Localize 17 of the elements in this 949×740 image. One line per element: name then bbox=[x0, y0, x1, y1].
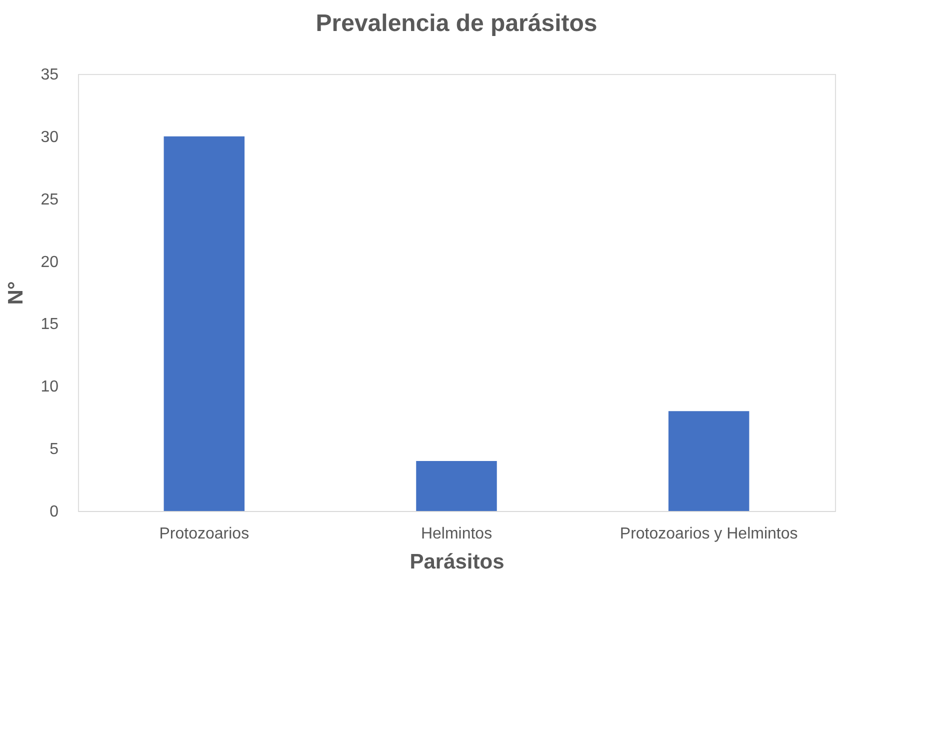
x-axis-title: Parásitos bbox=[410, 550, 504, 574]
y-tick-label: 20 bbox=[40, 254, 59, 271]
bar bbox=[416, 461, 497, 511]
x-tick-label: Protozoarios y Helmintos bbox=[620, 526, 798, 542]
y-tick-label: 15 bbox=[40, 316, 59, 334]
chart-title: Prevalencia de parásitos bbox=[316, 10, 598, 37]
bar bbox=[668, 411, 750, 511]
x-tick-label: Helmintos bbox=[420, 526, 492, 542]
y-tick-label: 10 bbox=[40, 378, 59, 396]
y-tick-label: 25 bbox=[40, 191, 59, 208]
y-tick-label: 0 bbox=[50, 504, 59, 520]
y-tick-label: 35 bbox=[40, 66, 59, 84]
y-tick-label: 5 bbox=[50, 441, 59, 458]
x-tick-label: Protozoarios bbox=[159, 526, 250, 542]
bar bbox=[164, 136, 245, 511]
y-tick-label: 30 bbox=[40, 128, 59, 146]
y-axis-title: N° bbox=[4, 281, 28, 305]
